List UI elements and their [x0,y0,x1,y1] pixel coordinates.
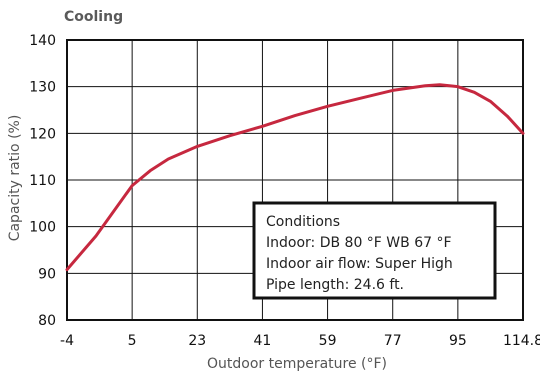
conditions-box: Conditions Indoor: DB 80 °F WB 67 °F Ind… [252,201,497,300]
conditions-indoor-airflow: Indoor air flow: Super High [266,256,453,272]
x-tick-label: 23 [188,333,206,349]
plot-frame [66,39,524,321]
x-axis-label: Outdoor temperature (°F) [207,356,387,372]
x-axis-ticks: -4 5 23 41 59 77 95 114.8 [60,333,540,349]
x-tick-label: -4 [60,333,74,349]
x-tick-label: 77 [384,333,402,349]
series-layer [65,83,525,272]
conditions-indoor-temp: Indoor: DB 80 °F WB 67 °F [266,235,452,251]
y-tick-label: 120 [29,126,56,142]
conditions-title: Conditions [266,214,340,230]
y-tick-label: 110 [29,173,56,189]
conditions-pipe-length: Pipe length: 24.6 ft. [266,277,404,293]
y-tick-label: 80 [38,313,56,329]
y-tick-label: 130 [29,80,56,96]
chart-title: Cooling [64,9,123,25]
y-axis-ticks: 80 90 100 110 120 130 140 [29,33,56,329]
x-tick-label: 5 [128,333,137,349]
x-tick-label: 59 [319,333,337,349]
x-tick-label: 95 [449,333,467,349]
conditions-box-frame [252,201,497,300]
y-tick-label: 140 [29,33,56,49]
x-tick-label: 114.8 [503,333,540,349]
y-axis-label: Capacity ratio (%) [7,115,23,242]
y-tick-label: 90 [38,266,56,282]
y-tick-label: 100 [29,220,56,236]
x-tick-label: 41 [254,333,272,349]
capacity-line [65,83,525,272]
plot-frame-border [66,39,524,321]
